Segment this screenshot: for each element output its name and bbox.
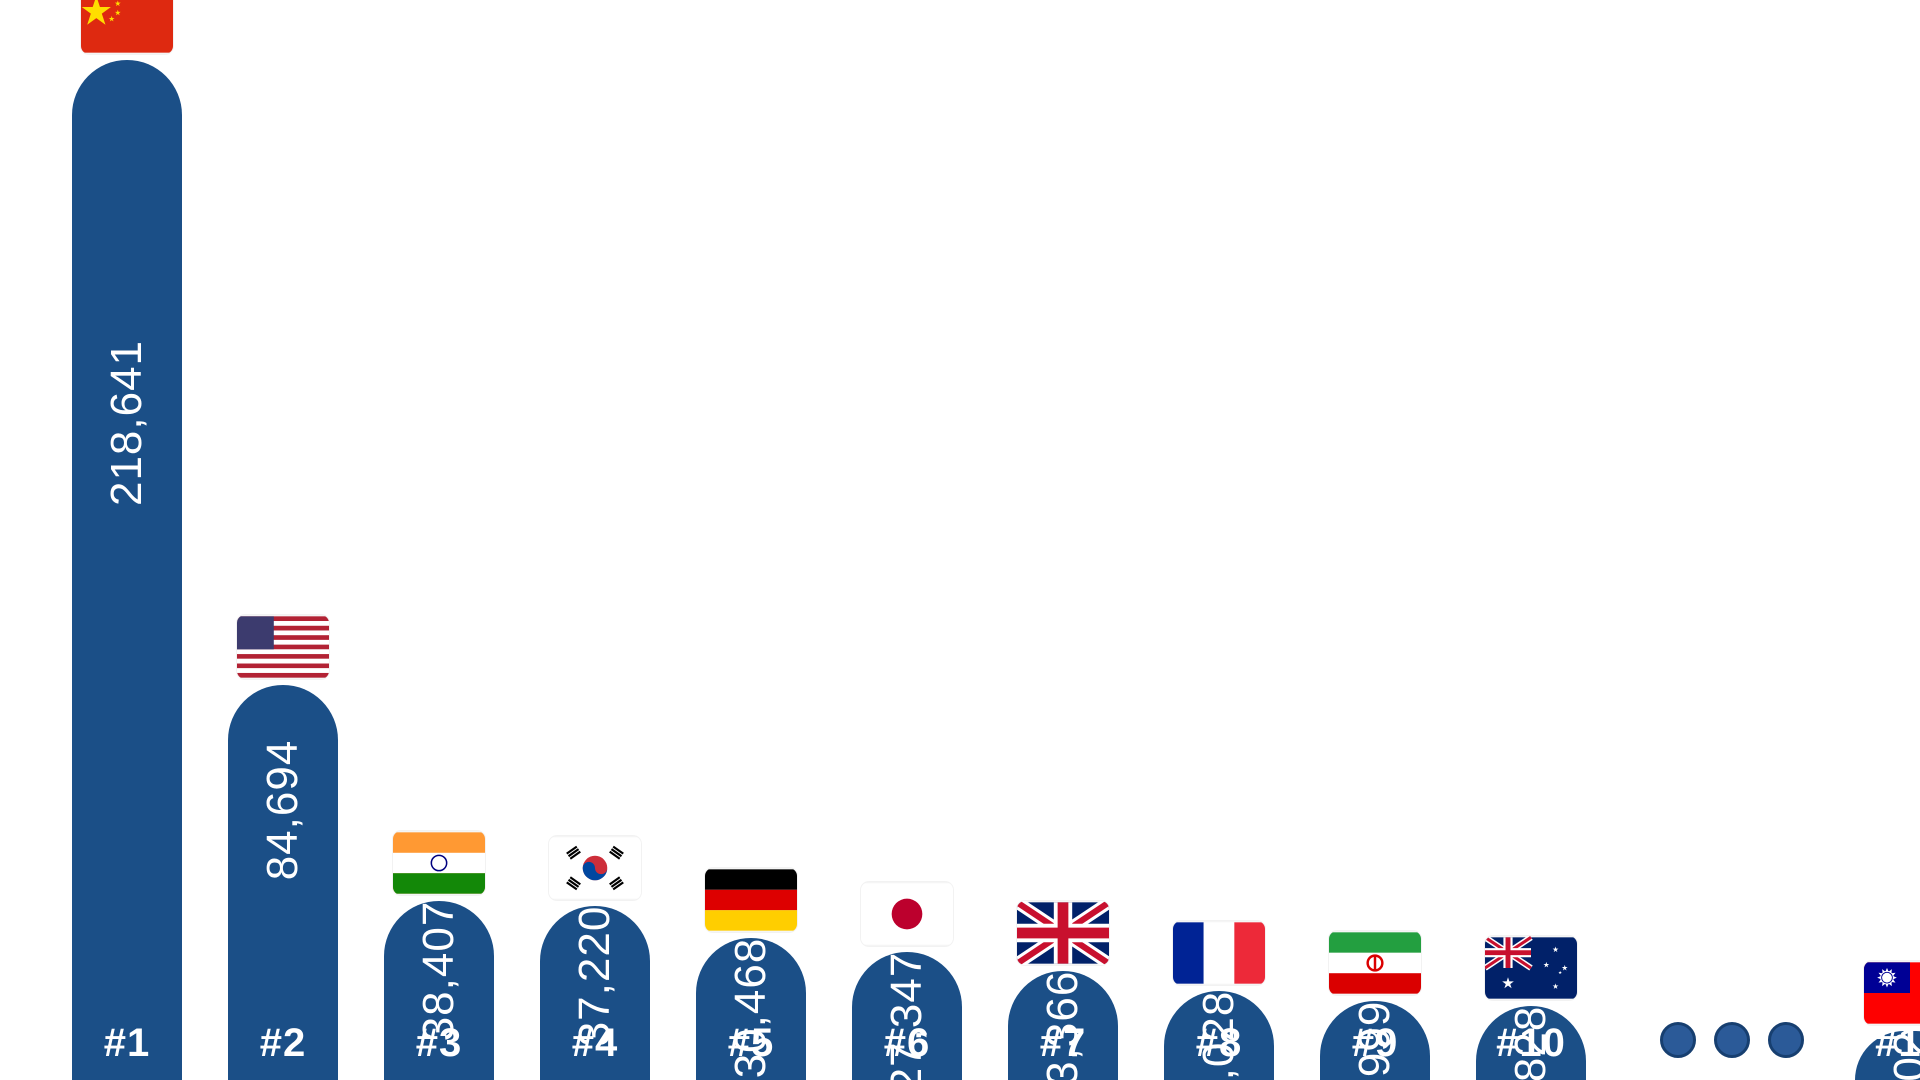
flag-au-icon <box>1485 936 1577 1000</box>
flag-gb-icon <box>1017 901 1109 965</box>
bar-china: 218,641 #1 <box>72 60 182 1080</box>
flag-kr-icon <box>549 836 641 900</box>
bar-rank: #1 <box>104 1021 151 1066</box>
bar-rank: #2 <box>260 1021 307 1066</box>
ranking-bar-chart: 218,641 #1 84,694 #2 38,407#3 37,220#4 30,468… <box>0 0 1920 1080</box>
bar-rank: #10 <box>1496 1021 1566 1066</box>
bar-rank: #8 <box>1196 1021 1243 1066</box>
ellipsis-dot-icon <box>1660 1022 1696 1058</box>
bar-iran: 16,999#9 <box>1320 1001 1430 1080</box>
bar-united-kingdom: 23,366#7 <box>1008 971 1118 1080</box>
bar-rank: #7 <box>1040 1021 1087 1066</box>
bar-rank: #6 <box>884 1021 931 1066</box>
bar-rank: #16 <box>1875 1021 1920 1066</box>
bar-japan: 27,347#6 <box>852 952 962 1080</box>
bar-france: 19,028#8 <box>1164 991 1274 1080</box>
flag-jp-icon <box>861 882 953 946</box>
flag-ir-icon <box>1329 931 1421 995</box>
bar-rank: #5 <box>728 1021 775 1066</box>
bar-united-states: 84,694 #2 <box>228 685 338 1080</box>
bar-rank: #4 <box>572 1021 619 1066</box>
flag-tw-icon <box>1864 961 1920 1025</box>
bar-value: 218,641 <box>102 340 152 506</box>
flag-cn-icon <box>81 0 173 54</box>
flag-in-icon <box>393 831 485 895</box>
bar-india: 38,407#3 <box>384 901 494 1080</box>
bar-fill <box>72 60 182 1080</box>
bar-value: 84,694 <box>258 740 308 881</box>
bar-taiwan: 10,602#16 <box>1855 1031 1920 1080</box>
ellipsis-dot-icon <box>1768 1022 1804 1058</box>
bar-germany: 30,468#5 <box>696 938 806 1080</box>
bar-australia: 15,828#10 <box>1476 1006 1586 1080</box>
flag-fr-icon <box>1173 921 1265 985</box>
bar-south-korea: 37,220#4 <box>540 906 650 1080</box>
bar-rank: #3 <box>416 1021 463 1066</box>
bar-rank: #9 <box>1352 1021 1399 1066</box>
ellipsis-dot-icon <box>1714 1022 1750 1058</box>
flag-de-icon <box>705 868 797 932</box>
flag-us-icon <box>237 615 329 679</box>
